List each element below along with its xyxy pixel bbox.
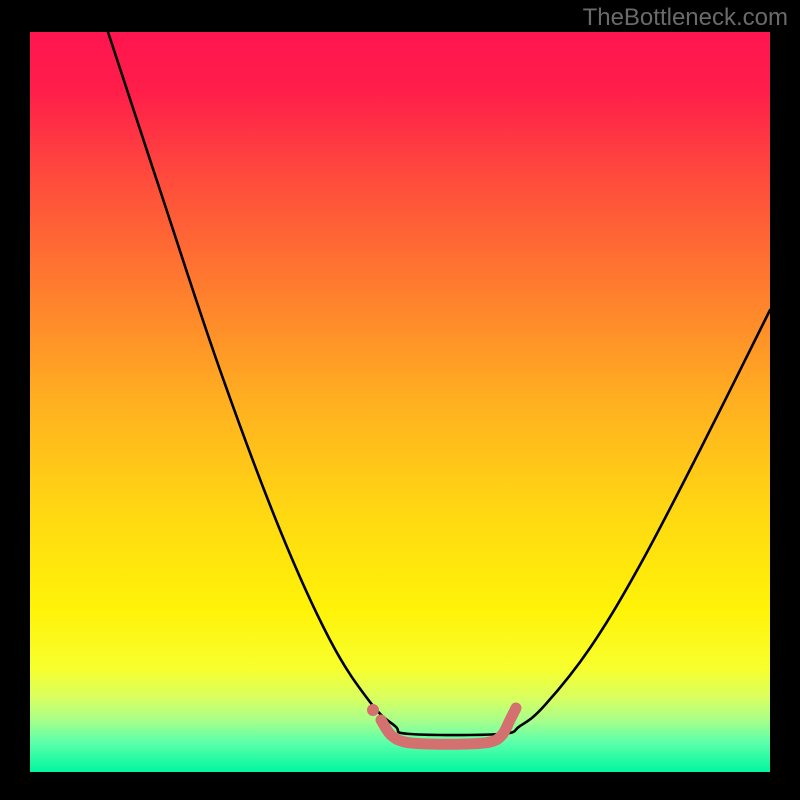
watermark-text: TheBottleneck.com <box>583 4 788 32</box>
chart-stage: TheBottleneck.com <box>0 0 800 800</box>
heat-gradient-area <box>30 32 770 772</box>
